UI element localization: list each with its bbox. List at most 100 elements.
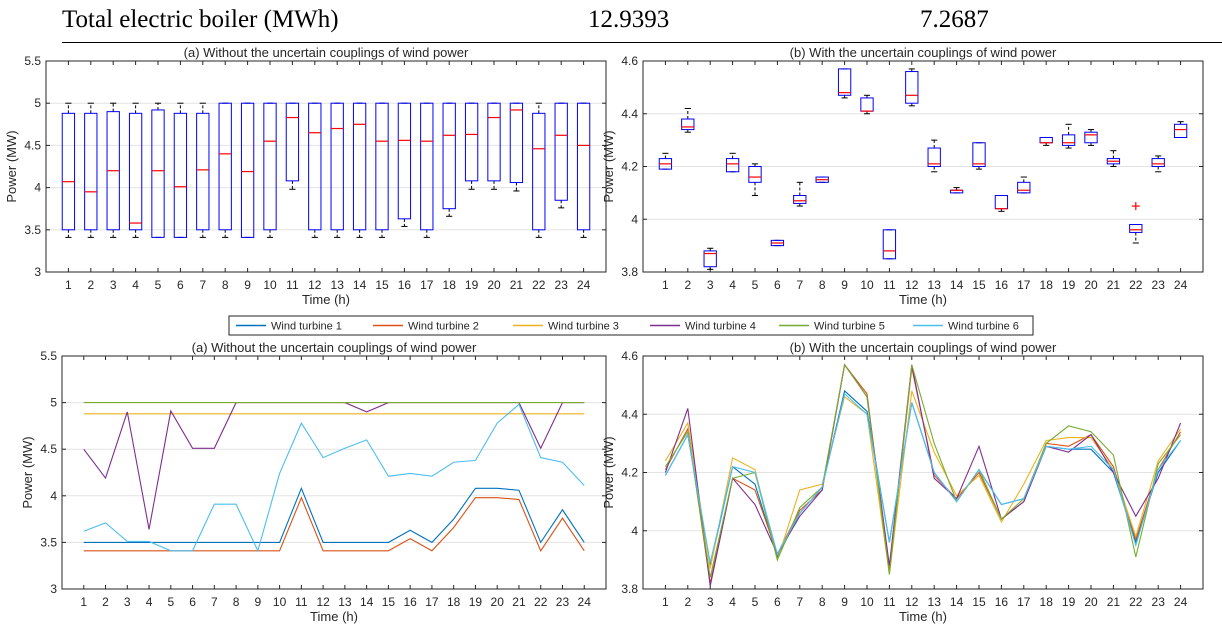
x-tick-label: 19	[465, 278, 479, 292]
x-tick-label: 10	[860, 595, 874, 609]
x-tick-label: 1	[662, 278, 669, 292]
box-14	[949, 187, 964, 194]
y-tick-label: 5.5	[40, 349, 57, 363]
legend-entry: Wind turbine 2	[373, 321, 479, 333]
x-tick-label: 13	[338, 595, 352, 609]
y-tick-label: 5	[34, 96, 41, 110]
y-tick-label: 4	[50, 489, 57, 503]
x-tick-label: 7	[796, 595, 803, 609]
box-1	[61, 102, 76, 238]
box-iqr	[84, 112, 98, 231]
y-tick-label: 5	[50, 396, 57, 410]
legend-entry: Wind turbine 4	[650, 321, 756, 333]
x-tick-label: 18	[1040, 595, 1054, 609]
y-tick-label: 3	[34, 265, 41, 279]
table-row-value-2: 7.2687	[920, 6, 989, 33]
box-iqr	[240, 102, 255, 238]
x-tick-label: 3	[707, 278, 714, 292]
y-axis-label: Power (MW)	[601, 436, 616, 508]
y-tick-label: 3.5	[40, 535, 57, 549]
axes-box	[61, 355, 607, 590]
box-2	[681, 107, 695, 133]
box-5	[748, 163, 762, 197]
box-2	[84, 102, 98, 238]
series-line-6	[664, 392, 1182, 563]
legend-label: Wind turbine 1	[271, 321, 342, 333]
x-tick-label: 17	[420, 278, 434, 292]
legend-label: Wind turbine 4	[685, 321, 756, 333]
y-tick-label: 4	[631, 212, 638, 226]
x-tick-label: 6	[774, 595, 781, 609]
x-tick-label: 21	[1107, 595, 1121, 609]
outlier-marker	[1131, 202, 1140, 211]
x-tick-label: 1	[662, 595, 669, 609]
x-tick-label: 20	[487, 278, 501, 292]
x-tick-label: 7	[211, 595, 218, 609]
x-tick-label: 2	[102, 595, 109, 609]
box-10	[263, 102, 277, 238]
x-tick-label: 17	[425, 595, 439, 609]
box-iqr	[1061, 134, 1076, 146]
box-23	[554, 102, 568, 209]
series-line-1	[664, 389, 1182, 566]
y-tick-label: 4.4	[621, 407, 638, 421]
x-tick-label: 2	[87, 278, 94, 292]
box-6	[770, 239, 785, 247]
box-8	[815, 176, 829, 183]
series-line-6	[83, 403, 585, 553]
x-tick-label: 8	[819, 595, 826, 609]
legend-label: Wind turbine 2	[408, 321, 479, 333]
x-axis-label: Time (h)	[302, 292, 350, 307]
box-11	[285, 102, 300, 190]
chart-title: (b) With the uncertain couplings of wind…	[790, 340, 1057, 355]
x-tick-label: 18	[443, 278, 457, 292]
box-iqr	[1017, 181, 1031, 194]
box-iqr	[196, 112, 210, 231]
x-tick-label: 14	[950, 595, 964, 609]
x-tick-label: 1	[80, 595, 87, 609]
x-tick-label: 12	[308, 278, 322, 292]
box-24	[576, 102, 591, 238]
box-4	[128, 102, 143, 238]
x-tick-label: 13	[928, 595, 942, 609]
x-tick-label: 5	[155, 278, 162, 292]
box-iqr	[994, 195, 1009, 210]
box-iqr	[308, 102, 322, 231]
x-tick-label: 21	[1107, 278, 1121, 292]
box-iqr	[681, 118, 695, 131]
box-iqr	[532, 112, 546, 231]
x-tick-label: 4	[132, 278, 139, 292]
x-tick-label: 16	[995, 595, 1009, 609]
x-tick-label: 7	[199, 278, 206, 292]
x-tick-label: 3	[707, 595, 714, 609]
x-tick-label: 14	[360, 595, 374, 609]
box-iqr	[860, 97, 874, 112]
x-tick-label: 11	[295, 595, 308, 609]
x-tick-label: 6	[774, 278, 781, 292]
box-iqr	[554, 102, 568, 201]
x-tick-label: 23	[555, 278, 569, 292]
x-tick-label: 19	[1062, 595, 1076, 609]
box-15	[375, 102, 389, 238]
x-tick-label: 3	[110, 278, 117, 292]
box-22	[1129, 224, 1143, 244]
series-line-5	[664, 363, 1182, 578]
x-tick-label: 17	[1017, 278, 1031, 292]
y-tick-label: 4	[34, 181, 41, 195]
box-9	[240, 102, 255, 238]
x-tick-label: 8	[819, 278, 826, 292]
x-tick-label: 24	[578, 595, 592, 609]
y-tick-label: 5.5	[24, 54, 41, 68]
y-tick-label: 4	[631, 524, 638, 538]
x-tick-label: 23	[556, 595, 570, 609]
box-iqr	[1173, 123, 1188, 138]
box-1	[658, 152, 673, 170]
x-tick-label: 15	[382, 595, 396, 609]
box-iqr	[218, 102, 232, 231]
x-tick-label: 20	[1084, 595, 1098, 609]
box-4	[725, 152, 740, 173]
x-tick-label: 5	[167, 595, 174, 609]
box-iqr	[882, 229, 897, 260]
x-tick-label: 17	[1017, 595, 1031, 609]
